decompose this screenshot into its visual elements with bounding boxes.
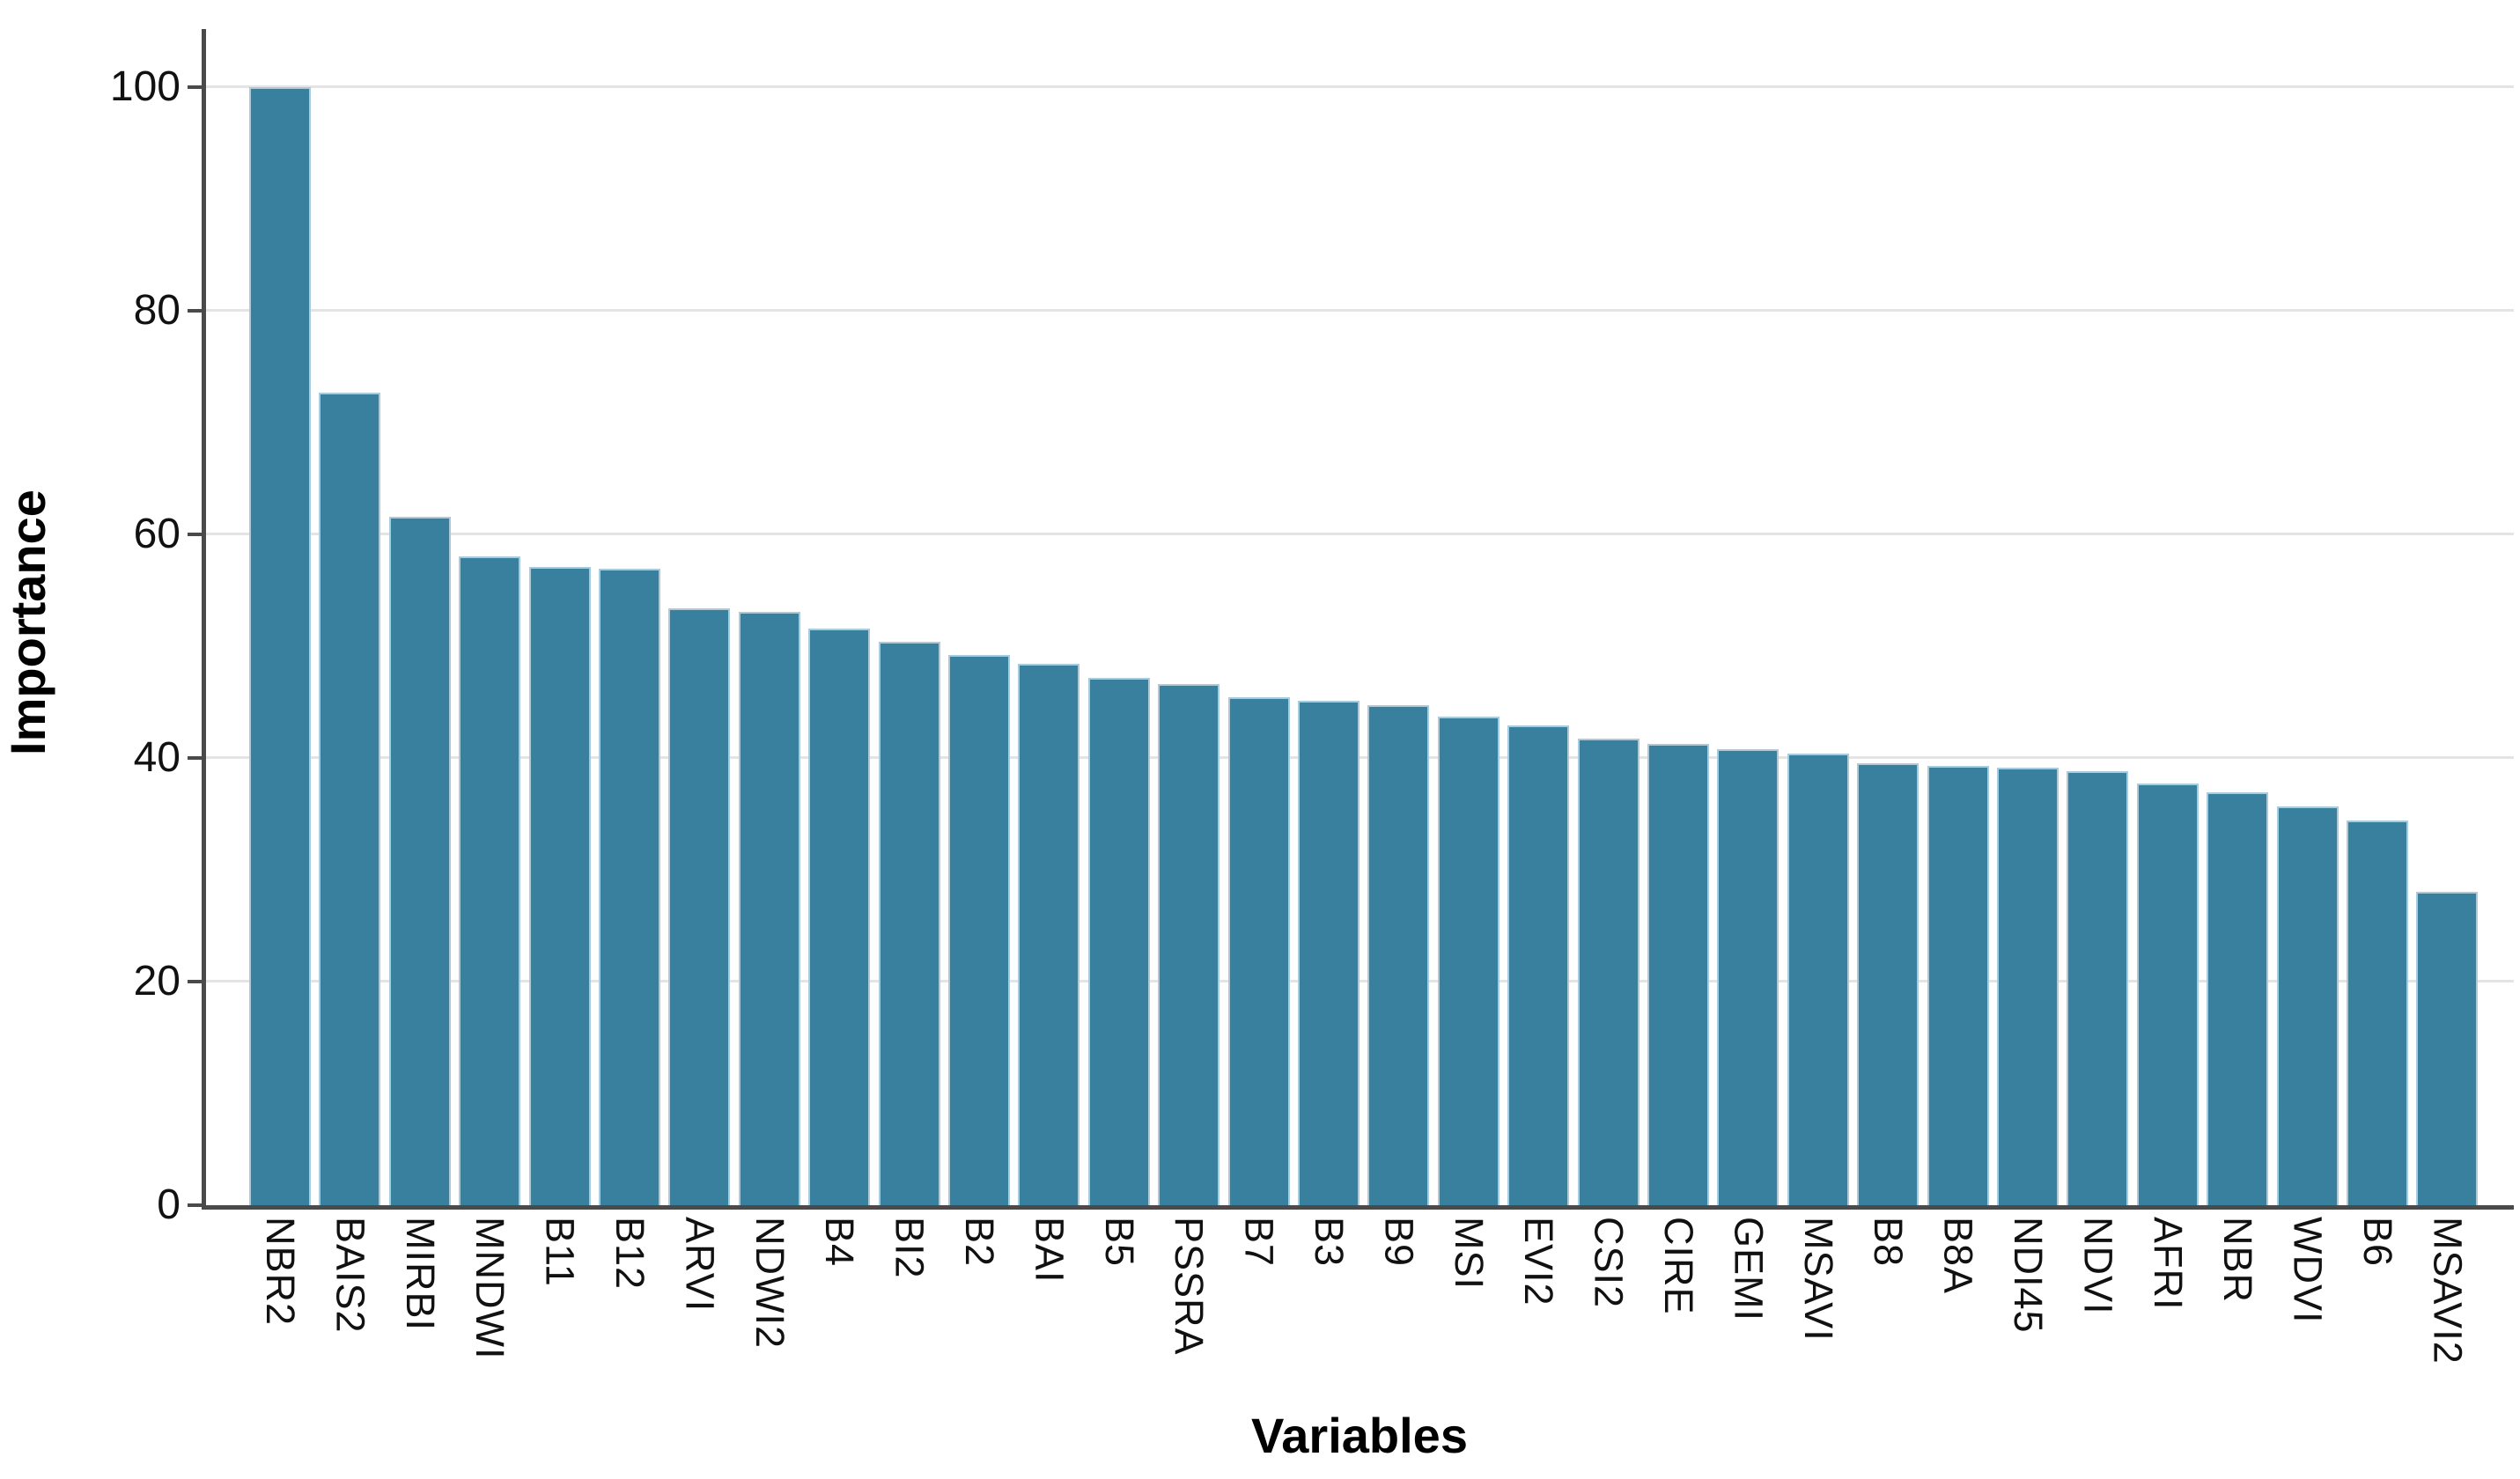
x-axis-title: Variables: [1251, 1408, 1468, 1463]
y-tick-mark-80: [188, 309, 202, 313]
y-tick-mark-100: [188, 85, 202, 89]
y-tick-mark-20: [188, 980, 202, 983]
y-tick-mark-40: [188, 756, 202, 760]
gridline-100: [205, 85, 2514, 88]
x-tick-label-NDWI2: NDWI2: [747, 1217, 792, 1349]
bar-MSI: [1437, 717, 1499, 1205]
bar-NDWI2: [738, 611, 800, 1205]
bar-B5: [1087, 677, 1150, 1205]
bar-CSI2: [1577, 739, 1639, 1205]
y-tick-label-100: 100: [109, 63, 181, 110]
gridline-60: [205, 533, 2514, 535]
y-axis-line: [202, 29, 206, 1210]
x-tick-label-EVI2: EVI2: [1516, 1217, 1562, 1306]
bar-B9: [1367, 705, 1430, 1205]
x-tick-label-BAI: BAI: [1027, 1217, 1072, 1284]
bar-B12: [599, 569, 660, 1205]
x-tick-label-B8A: B8A: [1935, 1217, 1981, 1295]
y-tick-label-0: 0: [157, 1181, 181, 1228]
bar-MSAVI: [1787, 753, 1849, 1205]
x-tick-label-PSSRA: PSSRA: [1167, 1217, 1212, 1356]
x-tick-label-WDVI: WDVI: [2285, 1217, 2331, 1324]
y-axis-title: Importance: [0, 489, 55, 755]
bar-B7: [1227, 697, 1290, 1205]
x-tick-label-B3: B3: [1307, 1217, 1352, 1268]
bar-MNDWI: [459, 556, 521, 1205]
bar-NDI45: [1997, 768, 2059, 1205]
x-tick-label-AFRI: AFRI: [2145, 1217, 2191, 1311]
bar-PSSRA: [1158, 684, 1220, 1205]
bar-B8A: [1927, 765, 1989, 1205]
bar-BI2: [878, 641, 940, 1205]
bar-CIRE: [1647, 743, 1709, 1205]
x-tick-label-MSAVI: MSAVI: [1795, 1217, 1841, 1342]
y-tick-label-20: 20: [133, 958, 181, 1004]
x-tick-label-NBR2: NBR2: [258, 1217, 303, 1327]
bar-MSAVI2: [2416, 892, 2479, 1205]
x-tick-label-B2: B2: [957, 1217, 1002, 1268]
bar-EVI2: [1507, 725, 1570, 1205]
bar-B3: [1298, 701, 1359, 1205]
x-tick-label-B7: B7: [1236, 1217, 1282, 1268]
x-tick-label-B6: B6: [2355, 1217, 2400, 1268]
bar-BAIS2: [319, 392, 381, 1205]
bar-GEMI: [1717, 748, 1779, 1205]
x-tick-label-NBR: NBR: [2215, 1217, 2261, 1304]
gridline-40: [205, 756, 2514, 759]
plot-area: [205, 29, 2514, 1205]
x-tick-label-BI2: BI2: [887, 1217, 932, 1279]
x-tick-label-MNDWI: MNDWI: [468, 1217, 513, 1360]
x-tick-label-NDI45: NDI45: [2006, 1217, 2051, 1334]
bar-B2: [948, 655, 1010, 1205]
x-tick-label-B8: B8: [1866, 1217, 1912, 1268]
bar-NBR2: [249, 87, 311, 1205]
y-tick-label-60: 60: [133, 511, 181, 557]
x-tick-label-GEMI: GEMI: [1726, 1217, 1772, 1322]
bar-WDVI: [2276, 806, 2339, 1205]
x-tick-label-B11: B11: [537, 1217, 583, 1287]
x-tick-label-ARVI: ARVI: [677, 1217, 723, 1313]
bar-NDVI: [2067, 771, 2129, 1205]
x-tick-label-MSI: MSI: [1446, 1217, 1492, 1291]
bar-NBR: [2207, 792, 2269, 1205]
x-tick-label-NDVI: NDVI: [2075, 1217, 2121, 1315]
x-tick-label-B4: B4: [817, 1217, 863, 1268]
bar-B4: [808, 628, 871, 1205]
gridline-20: [205, 980, 2514, 982]
y-tick-mark-0: [188, 1203, 202, 1207]
bar-AFRI: [2136, 784, 2199, 1205]
y-tick-label-40: 40: [133, 734, 181, 781]
bar-MIRBI: [388, 516, 451, 1205]
y-tick-label-80: 80: [133, 287, 181, 334]
x-tick-label-CIRE: CIRE: [1656, 1217, 1701, 1315]
bar-BAI: [1018, 664, 1080, 1205]
x-tick-label-B12: B12: [608, 1217, 652, 1291]
bar-B11: [528, 566, 591, 1205]
gridline-80: [205, 309, 2514, 312]
x-tick-label-B5: B5: [1096, 1217, 1142, 1268]
bar-B6: [2347, 820, 2408, 1205]
x-axis-line: [202, 1205, 2514, 1210]
x-tick-label-CSI2: CSI2: [1586, 1217, 1632, 1309]
y-tick-mark-60: [188, 533, 202, 536]
x-tick-label-BAIS2: BAIS2: [328, 1217, 373, 1334]
x-tick-label-B9: B9: [1376, 1217, 1422, 1268]
x-tick-label-MIRBI: MIRBI: [397, 1217, 443, 1332]
x-tick-label-MSAVI2: MSAVI2: [2425, 1217, 2471, 1365]
bar-B8: [1857, 763, 1919, 1205]
bar-ARVI: [668, 607, 731, 1205]
